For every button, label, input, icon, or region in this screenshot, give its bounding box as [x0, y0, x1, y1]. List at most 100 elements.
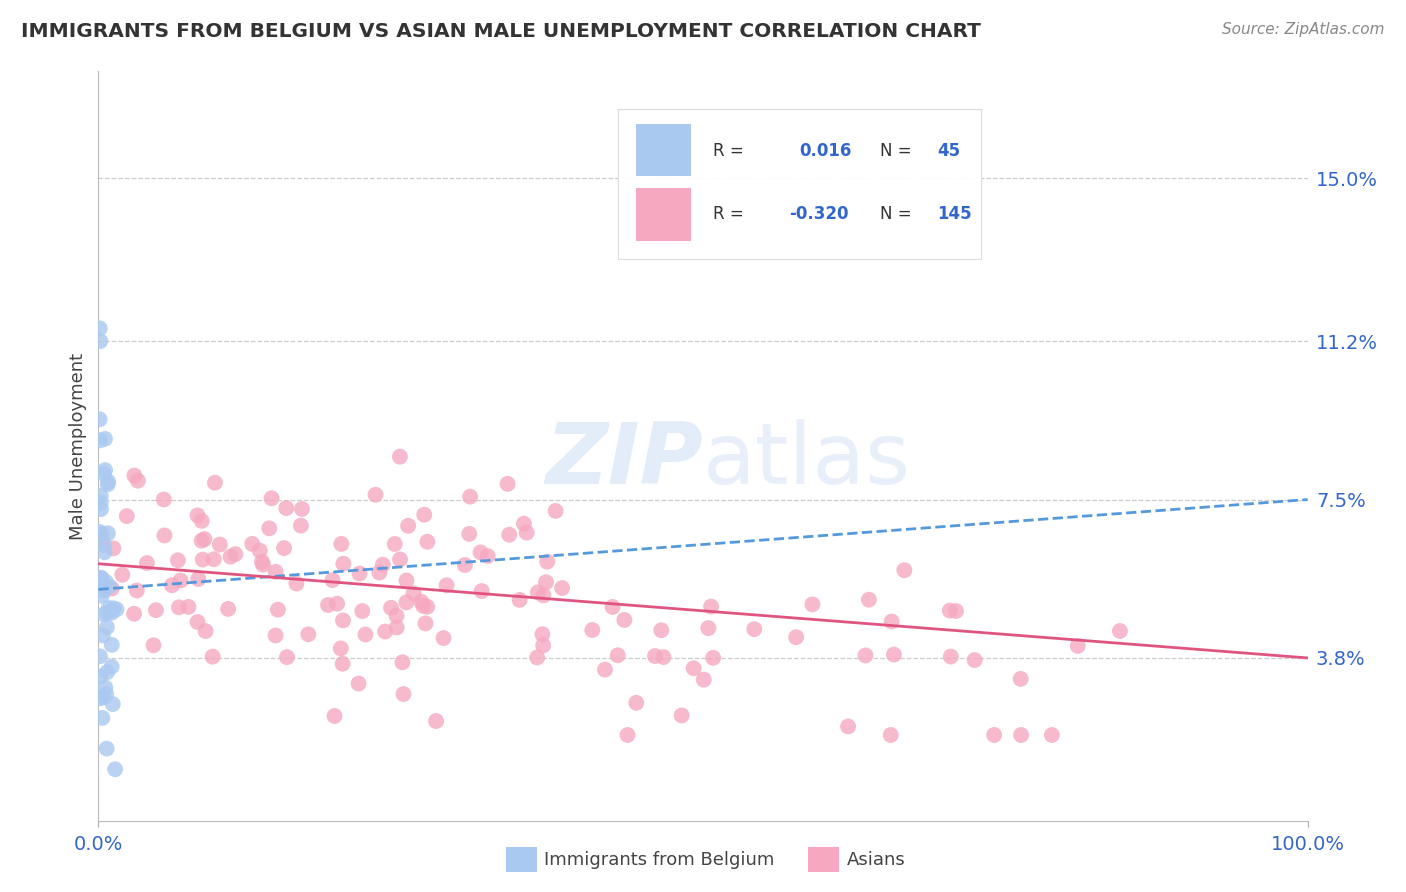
- Point: [94, 681, 117, 695]
- Point: [347, 676, 370, 690]
- Point: [135, 556, 157, 570]
- Point: [477, 549, 499, 563]
- Point: [1010, 728, 1032, 742]
- Point: [96, 606, 118, 620]
- Point: [700, 599, 723, 614]
- Point: [202, 552, 225, 566]
- Point: [326, 597, 349, 611]
- Point: [104, 762, 127, 776]
- Point: [89, 412, 111, 426]
- Point: [606, 648, 628, 663]
- Point: [416, 534, 439, 549]
- Point: [671, 708, 693, 723]
- Point: [389, 552, 412, 566]
- Point: [1010, 672, 1032, 686]
- Point: [259, 521, 281, 535]
- Point: [219, 549, 242, 564]
- Point: [94, 463, 117, 477]
- Point: [513, 516, 536, 531]
- Point: [395, 595, 418, 609]
- Point: [526, 650, 548, 665]
- Point: [413, 508, 436, 522]
- Point: [260, 491, 283, 506]
- Point: [93, 538, 115, 552]
- Point: [384, 537, 406, 551]
- Point: [509, 593, 531, 607]
- Point: [364, 488, 387, 502]
- Point: [267, 602, 290, 616]
- Point: [385, 620, 408, 634]
- Point: [153, 492, 176, 507]
- Point: [193, 532, 215, 546]
- Point: [97, 526, 120, 541]
- Point: [89, 524, 111, 539]
- Point: [425, 714, 447, 728]
- Point: [368, 566, 391, 580]
- Text: atlas: atlas: [703, 419, 911, 502]
- Point: [249, 543, 271, 558]
- Point: [396, 518, 419, 533]
- Point: [613, 613, 636, 627]
- Point: [432, 631, 454, 645]
- Point: [291, 502, 314, 516]
- Point: [402, 586, 425, 600]
- Point: [412, 599, 434, 613]
- Point: [392, 687, 415, 701]
- Point: [415, 616, 437, 631]
- Point: [454, 558, 477, 572]
- Point: [352, 604, 374, 618]
- Point: [880, 615, 903, 629]
- Point: [90, 527, 112, 541]
- Point: [98, 580, 121, 594]
- Point: [264, 628, 287, 642]
- Point: [167, 600, 190, 615]
- Point: [742, 622, 765, 636]
- Point: [371, 558, 394, 572]
- Point: [644, 648, 666, 663]
- Point: [90, 489, 112, 503]
- Point: [100, 659, 122, 673]
- Point: [329, 641, 352, 656]
- Point: [693, 673, 716, 687]
- Point: [90, 533, 112, 547]
- Point: [89, 434, 111, 448]
- Point: [1109, 624, 1132, 638]
- Point: [533, 588, 555, 602]
- Point: [93, 607, 115, 622]
- Point: [855, 648, 877, 663]
- Point: [436, 578, 458, 592]
- Point: [330, 537, 353, 551]
- Text: IMMIGRANTS FROM BELGIUM VS ASIAN MALE UNEMPLOYMENT CORRELATION CHART: IMMIGRANTS FROM BELGIUM VS ASIAN MALE UN…: [21, 22, 981, 41]
- Point: [217, 602, 239, 616]
- Point: [89, 649, 111, 664]
- Point: [89, 574, 111, 588]
- Point: [388, 450, 411, 464]
- Point: [273, 541, 295, 555]
- Point: [160, 578, 183, 592]
- Point: [97, 475, 120, 489]
- Point: [616, 728, 638, 742]
- Point: [416, 599, 439, 614]
- Point: [581, 623, 603, 637]
- Point: [285, 576, 308, 591]
- Text: Immigrants from Belgium: Immigrants from Belgium: [544, 851, 775, 869]
- Point: [89, 334, 111, 348]
- Point: [177, 599, 200, 614]
- Point: [411, 595, 433, 609]
- Point: [103, 541, 125, 556]
- Point: [100, 606, 122, 620]
- Point: [883, 648, 905, 662]
- Point: [190, 533, 212, 548]
- Point: [458, 527, 481, 541]
- Point: [91, 582, 114, 597]
- Point: [142, 638, 165, 652]
- Point: [321, 573, 343, 587]
- Point: [316, 598, 339, 612]
- Point: [531, 627, 554, 641]
- Point: [89, 321, 111, 335]
- Point: [250, 555, 273, 569]
- Point: [395, 574, 418, 588]
- Point: [96, 665, 118, 680]
- Point: [96, 687, 118, 701]
- Point: [391, 655, 413, 669]
